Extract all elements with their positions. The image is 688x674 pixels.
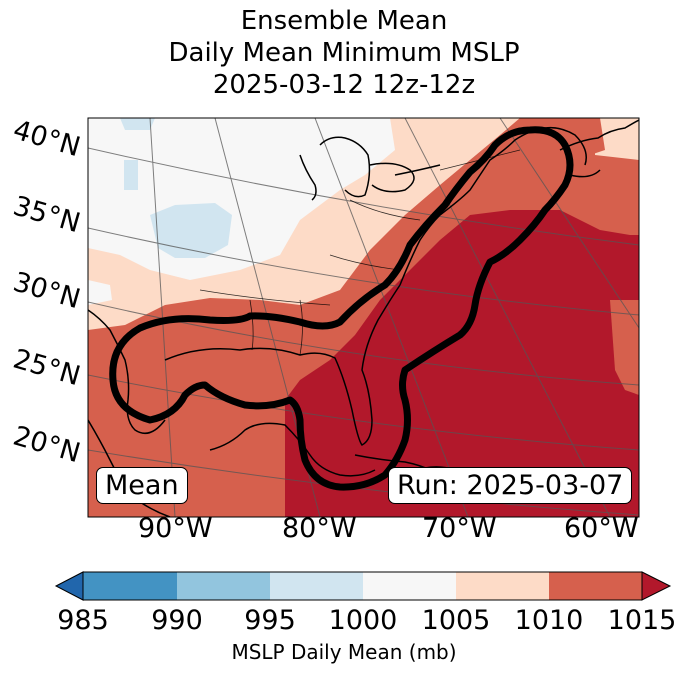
field-region-1010-1015-upper [560, 118, 605, 160]
colorbar-tick-995: 995 [244, 605, 296, 636]
colorbar-tick-1005: 1005 [421, 605, 491, 636]
field-region-995-1000 [150, 203, 232, 258]
lon-label-90: 90°W [138, 513, 213, 544]
lon-label-80: 80°W [282, 513, 357, 544]
title-line-2: Daily Mean Minimum MSLP [168, 38, 520, 68]
colorbar-tick-1010: 1010 [514, 605, 584, 636]
lon-label-60: 60°W [564, 513, 639, 544]
colorbar-label: MSLP Daily Mean (mb) [231, 640, 457, 664]
mean-label: Mean [96, 467, 188, 504]
field-region-1015-plus [285, 210, 639, 517]
title-line-1: Ensemble Mean [240, 6, 448, 36]
colorbar-tick-1015: 1015 [607, 605, 677, 636]
colorbar-tick-990: 990 [151, 605, 203, 636]
colorbar-tick-1000: 1000 [328, 605, 398, 636]
field-region-1000-1005-small [88, 280, 112, 305]
field-region-995-1000-c [120, 118, 155, 130]
title-line-3: 2025-03-12 12z-12z [212, 70, 476, 100]
probability-contour [109, 126, 574, 491]
field-region-995-1000-b [124, 160, 138, 190]
run-label: Run: 2025-03-07 [388, 467, 633, 504]
colorbar-tick-985: 985 [57, 605, 109, 636]
map-frame [87, 117, 640, 518]
field-region-1015-plus-edge [610, 300, 639, 395]
lon-label-70: 70°W [422, 513, 497, 544]
